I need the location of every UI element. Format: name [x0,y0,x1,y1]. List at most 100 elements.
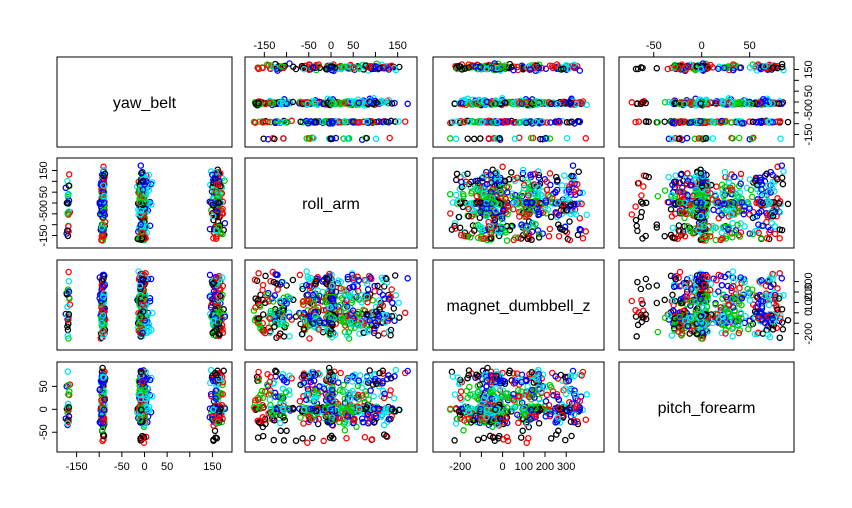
data-point [719,230,724,235]
data-point [780,182,785,187]
data-point [366,287,371,292]
data-point [387,135,392,140]
data-point [393,293,398,298]
variable-label: magnet_dumbbell_z [446,298,590,315]
data-point [583,136,588,141]
data-point [676,223,681,228]
data-point [673,173,678,178]
data-point [685,171,690,176]
data-point [639,193,644,198]
variable-label: yaw_belt [113,95,177,112]
data-point [629,212,634,217]
data-point [393,273,398,278]
data-point [465,171,470,176]
data-point [567,219,572,224]
data-point [737,135,742,140]
data-point [537,235,542,240]
data-point [562,173,567,178]
panel-roll_arm-vs-magnet_dumbbell_z [433,158,604,248]
data-point [478,136,483,141]
data-point [290,277,295,282]
data-point [785,201,790,206]
data-point [575,232,580,237]
data-point [685,136,690,141]
panel-yaw_belt-vs-magnet_dumbbell_z [433,57,604,147]
panel-yaw_belt-vs-yaw_belt: yaw_belt [57,57,232,147]
data-point [635,228,640,233]
data-point [403,119,408,124]
data-point [716,216,721,221]
data-point [397,64,402,69]
data-point [634,223,639,228]
data-point [742,224,747,229]
data-point [403,310,408,315]
data-point [777,236,782,241]
data-point [304,269,309,274]
data-point [629,100,634,105]
data-point [66,269,71,274]
data-point [670,225,675,230]
data-point [307,336,312,341]
data-point [465,136,470,141]
data-point [549,214,554,219]
data-point [565,136,570,141]
data-point [509,170,514,175]
panel-roll_arm-vs-roll_arm: roll_arm [245,158,417,248]
data-point [655,194,660,199]
data-point [666,175,671,180]
data-point [662,119,667,124]
data-point [747,177,752,182]
data-point [389,287,394,292]
data-point [67,172,72,177]
panel-yaw_belt-vs-pitch_forearm [619,57,794,147]
data-point [405,101,410,106]
data-point [374,136,379,141]
data-point [633,204,638,209]
data-point [454,171,459,176]
data-point [287,334,292,339]
data-point [263,273,268,278]
data-point [633,218,638,223]
data-point [580,236,585,241]
panel-magnet_dumbbell_z-vs-pitch_forearm [619,260,794,350]
data-point [557,234,562,239]
panel-magnet_dumbbell_z-vs-yaw_belt [57,260,232,350]
data-point [261,312,266,317]
data-point [454,193,459,198]
data-point [256,271,261,276]
data-point [710,136,715,141]
data-point [391,306,396,311]
data-point [576,169,581,174]
data-point [500,164,505,169]
panel-roll_arm-vs-pitch_forearm [619,158,794,248]
data-point [297,272,302,277]
data-point [785,120,790,125]
data-point [654,66,659,71]
data-point [448,136,453,141]
data-point [663,188,668,193]
data-point [504,238,509,243]
data-point [559,183,564,188]
data-point [448,192,453,197]
data-point [773,231,778,236]
data-point [448,211,453,216]
data-point [714,184,719,189]
data-point [570,163,575,168]
data-point [547,171,552,176]
data-point [275,287,280,292]
panel-magnet_dumbbell_z-vs-roll_arm [245,260,417,350]
panel-magnet_dumbbell_z-vs-magnet_dumbbell_z: magnet_dumbbell_z [433,260,604,350]
data-point [472,136,477,141]
data-point [750,194,755,199]
data-point [207,272,212,277]
data-point [396,119,401,124]
data-point [397,315,402,320]
panel-roll_arm-vs-yaw_belt [57,158,232,248]
data-point [405,276,410,281]
data-point [396,300,401,305]
data-point [66,279,71,284]
data-point [662,234,667,239]
data-point [547,226,552,231]
data-point [781,169,786,174]
data-point [577,68,582,73]
